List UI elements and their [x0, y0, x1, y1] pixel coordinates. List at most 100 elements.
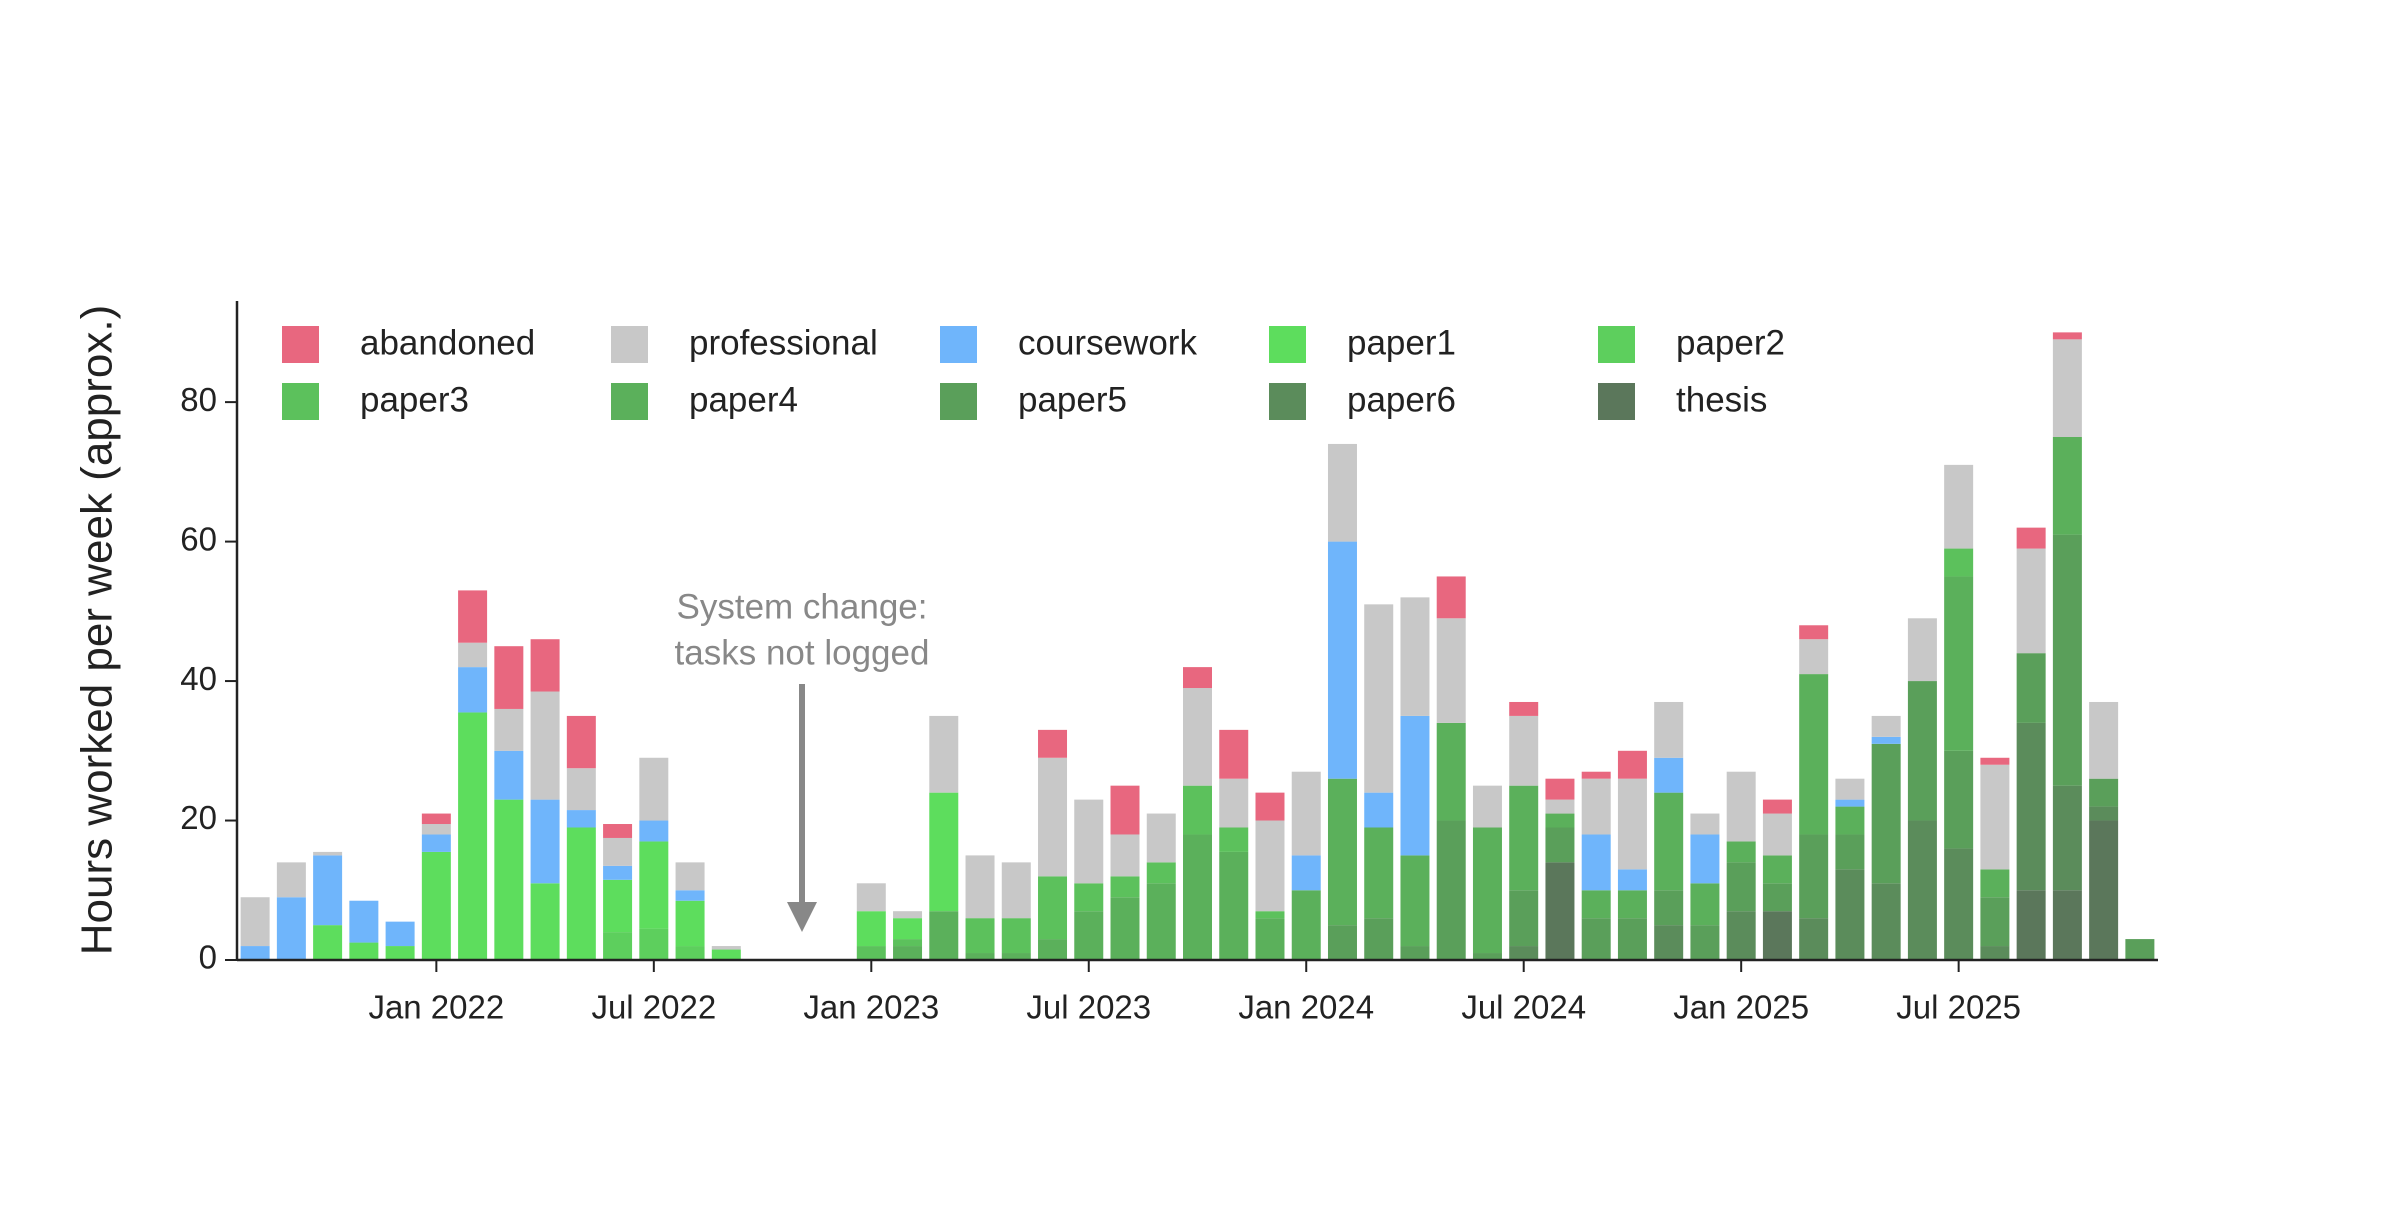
bar-segment — [494, 708, 524, 751]
bar-segment — [2052, 339, 2082, 437]
bar-segment — [1835, 806, 1865, 835]
bar-segment — [1074, 883, 1104, 912]
bar-segment — [893, 939, 923, 947]
bar-segment — [1617, 869, 1647, 891]
bar-segment — [856, 946, 886, 960]
bar-segment — [1617, 750, 1647, 779]
bar-segment — [1038, 729, 1068, 758]
bar-segment — [1654, 925, 1684, 960]
legend-label: abandoned — [360, 323, 535, 362]
bar-segment — [1690, 925, 1720, 960]
bar-segment — [1110, 785, 1140, 835]
legend-swatch — [1598, 326, 1635, 363]
legend-swatch — [1598, 383, 1635, 420]
bar-segment — [1617, 890, 1647, 919]
bar-segment — [313, 855, 343, 926]
y-tick-label: 80 — [180, 381, 217, 418]
bar-segment — [603, 879, 633, 933]
annotation-arrow-head — [787, 902, 817, 932]
bar-segment — [566, 827, 596, 960]
y-axis-title: Hours worked per week (approx.) — [73, 305, 122, 955]
bar-segment — [893, 918, 923, 940]
bar-segment — [1291, 855, 1321, 891]
bar-segment — [1654, 890, 1684, 926]
bar-segment — [1545, 778, 1575, 800]
bar-segment — [1291, 771, 1321, 856]
bar-segment — [1762, 883, 1792, 912]
bar-segment — [2089, 778, 2119, 807]
bar-segment — [2089, 806, 2119, 821]
bar-segment — [1871, 743, 1901, 884]
bar-segment — [1219, 827, 1249, 852]
bar-segment — [1944, 464, 1974, 549]
bar-segment — [566, 715, 596, 769]
bar-segment — [965, 918, 995, 954]
bar-segment — [1436, 820, 1466, 960]
bar-segment — [1509, 785, 1539, 891]
bar-segment — [1980, 897, 2010, 947]
bar-segment — [349, 900, 379, 943]
bar-segment — [1400, 597, 1430, 716]
bar-segment — [1472, 827, 1502, 954]
bar-segment — [1654, 792, 1684, 891]
bar-segment — [2052, 785, 2082, 891]
y-tick-label: 60 — [180, 520, 217, 557]
bar-segment — [2089, 701, 2119, 779]
bar-segment — [1364, 918, 1394, 960]
bar-segment — [1327, 541, 1357, 779]
bar-segment — [1545, 862, 1575, 960]
legend-swatch — [611, 383, 648, 420]
legend-swatch — [940, 383, 977, 420]
bar-segment — [1400, 855, 1430, 947]
bar-segment — [639, 841, 669, 929]
bar-segment — [1364, 827, 1394, 919]
bar-segment — [2016, 527, 2046, 549]
bar-segment — [1183, 667, 1212, 689]
bar-segment — [1146, 883, 1176, 960]
legend-swatch — [940, 326, 977, 363]
bar-segment — [2052, 890, 2082, 960]
bar-segment — [1509, 701, 1539, 716]
bar-segment — [421, 824, 451, 835]
bar-segment — [1509, 946, 1539, 960]
bar-segment — [1907, 681, 1937, 821]
bar-segment — [313, 925, 343, 960]
bar-segment — [1545, 827, 1575, 863]
bar-segment — [711, 949, 741, 960]
bar-segment — [1291, 890, 1321, 960]
bar-segment — [1944, 576, 1974, 751]
bar-segment — [494, 750, 524, 800]
bar-segment — [240, 946, 270, 960]
legend-swatch — [282, 383, 319, 420]
bar-segment — [1835, 778, 1865, 800]
y-tick-label: 0 — [199, 939, 217, 976]
legend-label: paper3 — [360, 380, 469, 419]
bar-segment — [1581, 771, 1611, 779]
bar-segment — [675, 890, 705, 901]
bar-segment — [1762, 813, 1792, 856]
bar-segment — [1726, 841, 1756, 863]
bar-segment — [603, 932, 633, 960]
bar-segment — [1436, 618, 1466, 723]
legend-swatch — [1269, 326, 1306, 363]
bar-segment — [1219, 851, 1249, 960]
legend-label: paper2 — [1676, 323, 1785, 362]
bar-segment — [1400, 946, 1430, 960]
bar-segment — [856, 911, 886, 947]
bar-segment — [1038, 757, 1068, 877]
legend-label: coursework — [1018, 323, 1197, 362]
bar-segment — [530, 883, 560, 960]
bar-segment — [421, 834, 451, 852]
bar-segment — [965, 855, 995, 919]
bar-segment — [2016, 890, 2046, 960]
bar-segment — [1183, 834, 1212, 960]
legend-label: paper4 — [689, 380, 798, 419]
bar-segment — [1364, 792, 1394, 828]
legend-label: paper5 — [1018, 380, 1127, 419]
bar-segment — [349, 942, 379, 960]
x-tick-label: Jul 2025 — [1896, 989, 2021, 1026]
bar-segment — [1980, 869, 2010, 898]
bar-segment — [530, 691, 560, 800]
bar-segment — [1038, 939, 1068, 960]
x-tick-label: Jul 2023 — [1026, 989, 1151, 1026]
